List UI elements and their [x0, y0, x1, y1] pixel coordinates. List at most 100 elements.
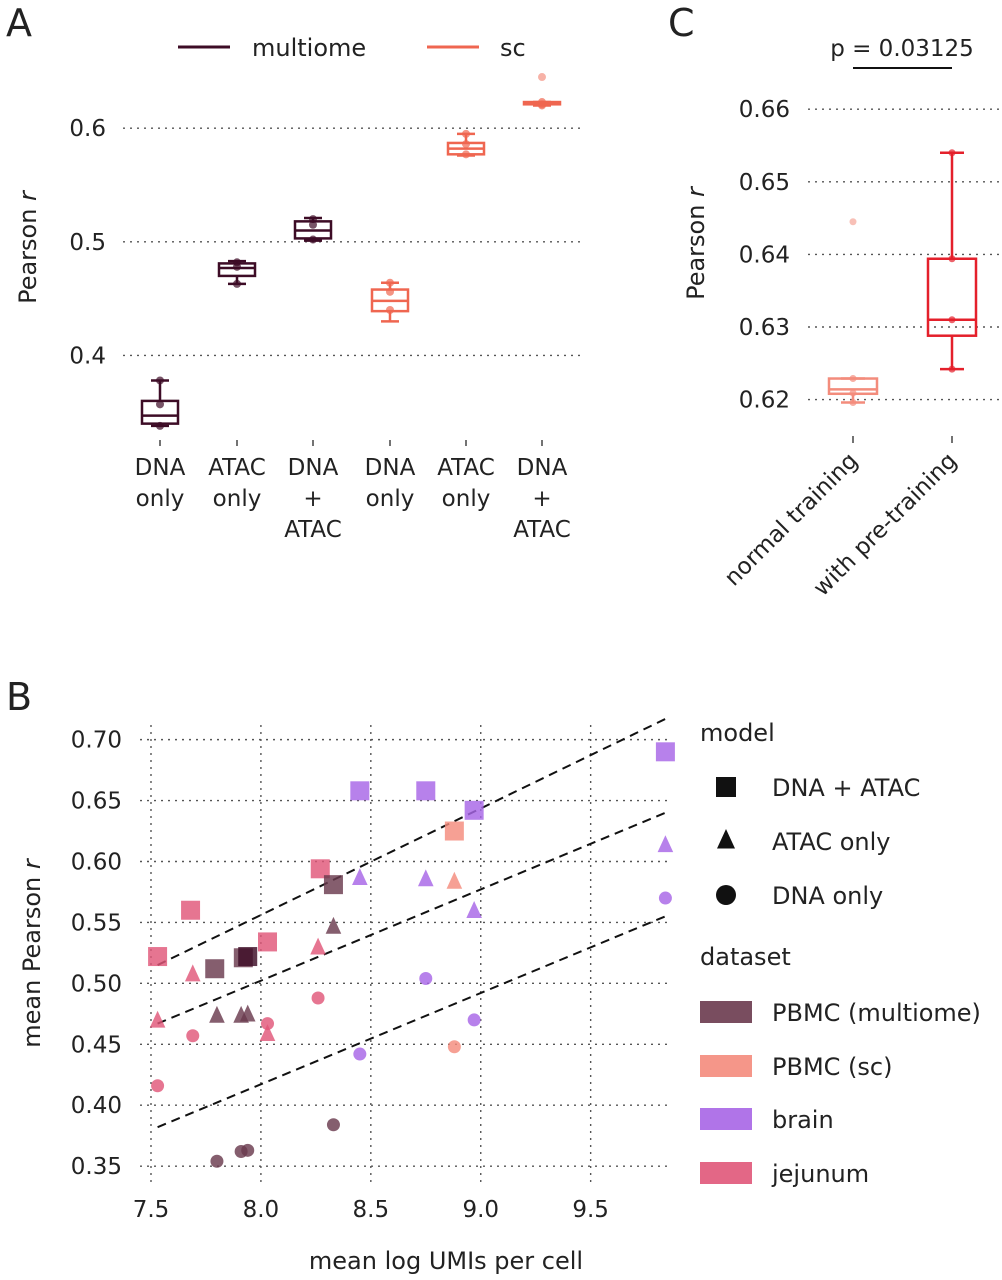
x-tick-label: DNA: [365, 455, 416, 481]
point-square-pbmc_multiome: [205, 959, 225, 979]
point-circle-brain: [353, 1047, 367, 1061]
x-tick-label: +: [303, 486, 322, 512]
legend-swatch-pbmc_multiome: [700, 1001, 752, 1023]
box-4: DNA only: [365, 278, 416, 512]
data-point: [386, 278, 394, 287]
box-2: with pre-training: [809, 149, 978, 601]
point-square-brain: [655, 742, 675, 762]
y-tick-label: 0.50: [71, 971, 122, 997]
y-axis-label: mean Pearson r: [18, 857, 46, 1048]
legend-label-model: ATAC only: [772, 828, 891, 856]
panel-c: C 0.62 0.63 0.64 0.65 0.66 Pearson r p = 0.0312…: [668, 1, 1000, 601]
y-tick-label: 0.62: [739, 388, 790, 414]
trend-line-circle: [157, 915, 666, 1129]
point-circle-pbmc_multiome: [210, 1154, 224, 1168]
data-point: [948, 365, 956, 373]
point-triangle-brain: [466, 901, 482, 918]
point-triangle-jejunum: [149, 1010, 166, 1028]
x-tick-label: DNA: [288, 455, 339, 481]
legend-label-model: DNA + ATAC: [772, 774, 920, 802]
x-tick-label: only: [442, 486, 491, 512]
data-point: [462, 129, 470, 138]
y-axis-label-italic: r: [18, 857, 46, 869]
point-square-jejunum: [148, 947, 168, 967]
y-tick-label: 0.70: [71, 728, 122, 754]
point-triangle-jejunum: [310, 937, 326, 955]
point-square-jejunum: [181, 900, 201, 920]
x-tick-label: only: [213, 486, 262, 512]
point-square-pbmc_multiome: [323, 875, 343, 895]
data-point: [156, 400, 164, 409]
data-point: [233, 279, 241, 288]
point-square-brain: [464, 800, 484, 820]
x-axis-label: mean log UMIs per cell: [309, 1247, 583, 1275]
point-circle-pbmc_multiome: [241, 1143, 255, 1157]
point-square-brain: [416, 781, 436, 801]
data-point: [849, 389, 857, 397]
box-1: DNA only: [135, 376, 186, 512]
trend-line-triangle: [157, 811, 666, 1025]
y-tick-label: 0.35: [71, 1154, 122, 1180]
point-triangle-brain: [352, 868, 368, 886]
legend-marker-circle: [716, 885, 736, 905]
legend-label-model: DNA only: [772, 882, 883, 910]
y-tick-label: 0.65: [71, 789, 122, 815]
y-tick-label: 0.45: [71, 1032, 122, 1058]
data-point: [849, 375, 857, 383]
y-axis-label-italic: r: [14, 189, 42, 201]
point-square-brain: [350, 781, 370, 801]
y-tick-label: 0.40: [71, 1093, 122, 1119]
data-point: [462, 140, 470, 149]
point-circle-pbmc_sc: [447, 1040, 461, 1054]
point-circle-jejunum: [311, 991, 325, 1005]
x-tick-label: DNA: [517, 455, 568, 481]
point-circle-jejunum: [151, 1079, 165, 1093]
panel-label-a: A: [6, 1, 32, 45]
x-tick-label: +: [532, 486, 551, 512]
y-tick-label: 0.4: [69, 343, 106, 369]
data-point: [849, 398, 857, 406]
point-triangle-pbmc_multiome: [325, 916, 342, 934]
point-circle-brain: [467, 1013, 481, 1027]
data-point: [948, 149, 956, 157]
legend-title-dataset: dataset: [700, 943, 791, 971]
x-tick-label: DNA: [135, 455, 186, 481]
data-point: [538, 101, 546, 110]
point-triangle-brain: [417, 869, 434, 887]
box-3: DNA + ATAC: [284, 215, 342, 543]
point-triangle-pbmc_sc: [446, 871, 463, 889]
x-tick-label: 8.0: [243, 1197, 280, 1223]
data-point: [156, 421, 164, 430]
data-point: [948, 255, 956, 263]
legend-label-dataset: jejunum: [771, 1160, 869, 1188]
legend-title-model: model: [700, 719, 775, 747]
p-value-annotation: p = 0.03125: [830, 36, 974, 62]
trend-line-square: [157, 718, 666, 966]
legend-label-dataset: PBMC (multiome): [772, 999, 981, 1027]
x-tick-label: ATAC: [208, 455, 266, 481]
legend-label-dataset: brain: [772, 1106, 834, 1134]
data-point: [386, 287, 394, 296]
legend-marker-triangle: [717, 829, 735, 849]
box-5: ATAC only: [437, 129, 495, 512]
legend-swatch-pbmc_sc: [700, 1055, 752, 1077]
data-point: [156, 376, 164, 385]
y-tick-label: 0.5: [69, 230, 106, 256]
x-tick-label: 8.5: [353, 1197, 390, 1223]
y-tick-label: 0.6: [69, 116, 106, 142]
x-tick-label: only: [136, 486, 185, 512]
y-tick-label: 0.65: [739, 170, 790, 196]
y-tick-label: 0.64: [739, 242, 790, 268]
panel-label-c: C: [668, 1, 695, 45]
legend-swatch-jejunum: [700, 1162, 752, 1184]
legend-marker-square: [716, 777, 736, 797]
y-tick-label: 0.55: [71, 910, 122, 936]
y-tick-label: 0.63: [739, 315, 790, 341]
box-6: DNA + ATAC: [513, 73, 571, 543]
point-triangle-pbmc_multiome: [239, 1004, 256, 1022]
legend-label-multiome: multiome: [252, 34, 366, 62]
point-circle-jejunum: [186, 1029, 200, 1043]
point-circle-brain: [658, 891, 672, 905]
